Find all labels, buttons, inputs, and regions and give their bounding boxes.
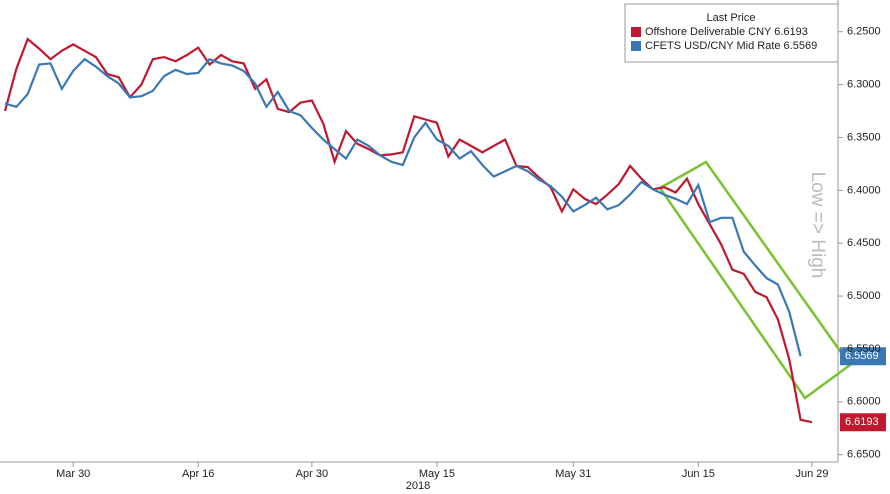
x-tick-label: Mar 30 xyxy=(56,468,90,480)
y-tick-label: 6.4000 xyxy=(847,184,881,196)
x-tick-label: May 15 xyxy=(419,468,455,480)
plot-area xyxy=(3,37,813,424)
legend-swatch xyxy=(631,41,641,51)
legend-title: Last Price xyxy=(707,12,756,24)
last-value-tag xyxy=(840,413,886,432)
x-year-label: 2018 xyxy=(406,480,430,492)
y-tick-label: 6.5500 xyxy=(847,343,881,355)
y-tick-label: 6.5000 xyxy=(847,290,881,302)
y-tick-label: 6.4500 xyxy=(847,237,881,249)
x-tick-label: Apr 16 xyxy=(182,468,214,480)
y-tick-label: 6.2500 xyxy=(847,26,881,38)
axis-tags: 6.6193 6.5569 xyxy=(840,347,886,432)
legend: Last Price xyxy=(624,3,839,63)
series-line xyxy=(4,57,802,357)
y-tick-label: 6.6500 xyxy=(847,449,881,461)
series-line xyxy=(3,37,813,424)
y-tick-label: 6.3000 xyxy=(847,79,881,91)
y-tick-label: 6.3500 xyxy=(847,131,881,143)
x-tick-label: May 31 xyxy=(555,468,591,480)
x-tick-label: Jun 29 xyxy=(795,468,828,480)
last-value-label: 6.6193 xyxy=(845,416,879,428)
legend-label: Offshore Deliverable CNY 6.6193 xyxy=(645,26,808,38)
legend-box xyxy=(624,3,839,63)
legend-label: CFETS USD/CNY Mid Rate 6.5569 xyxy=(645,40,817,52)
x-tick-label: Jun 15 xyxy=(682,468,715,480)
y-tick-label: 6.6000 xyxy=(847,396,881,408)
y-axis-label: Low => High xyxy=(807,172,828,279)
legend-swatch xyxy=(631,27,641,37)
last-value-label: 6.5569 xyxy=(845,350,879,362)
last-value-tag xyxy=(840,347,886,366)
x-tick-label: Apr 30 xyxy=(296,468,328,480)
